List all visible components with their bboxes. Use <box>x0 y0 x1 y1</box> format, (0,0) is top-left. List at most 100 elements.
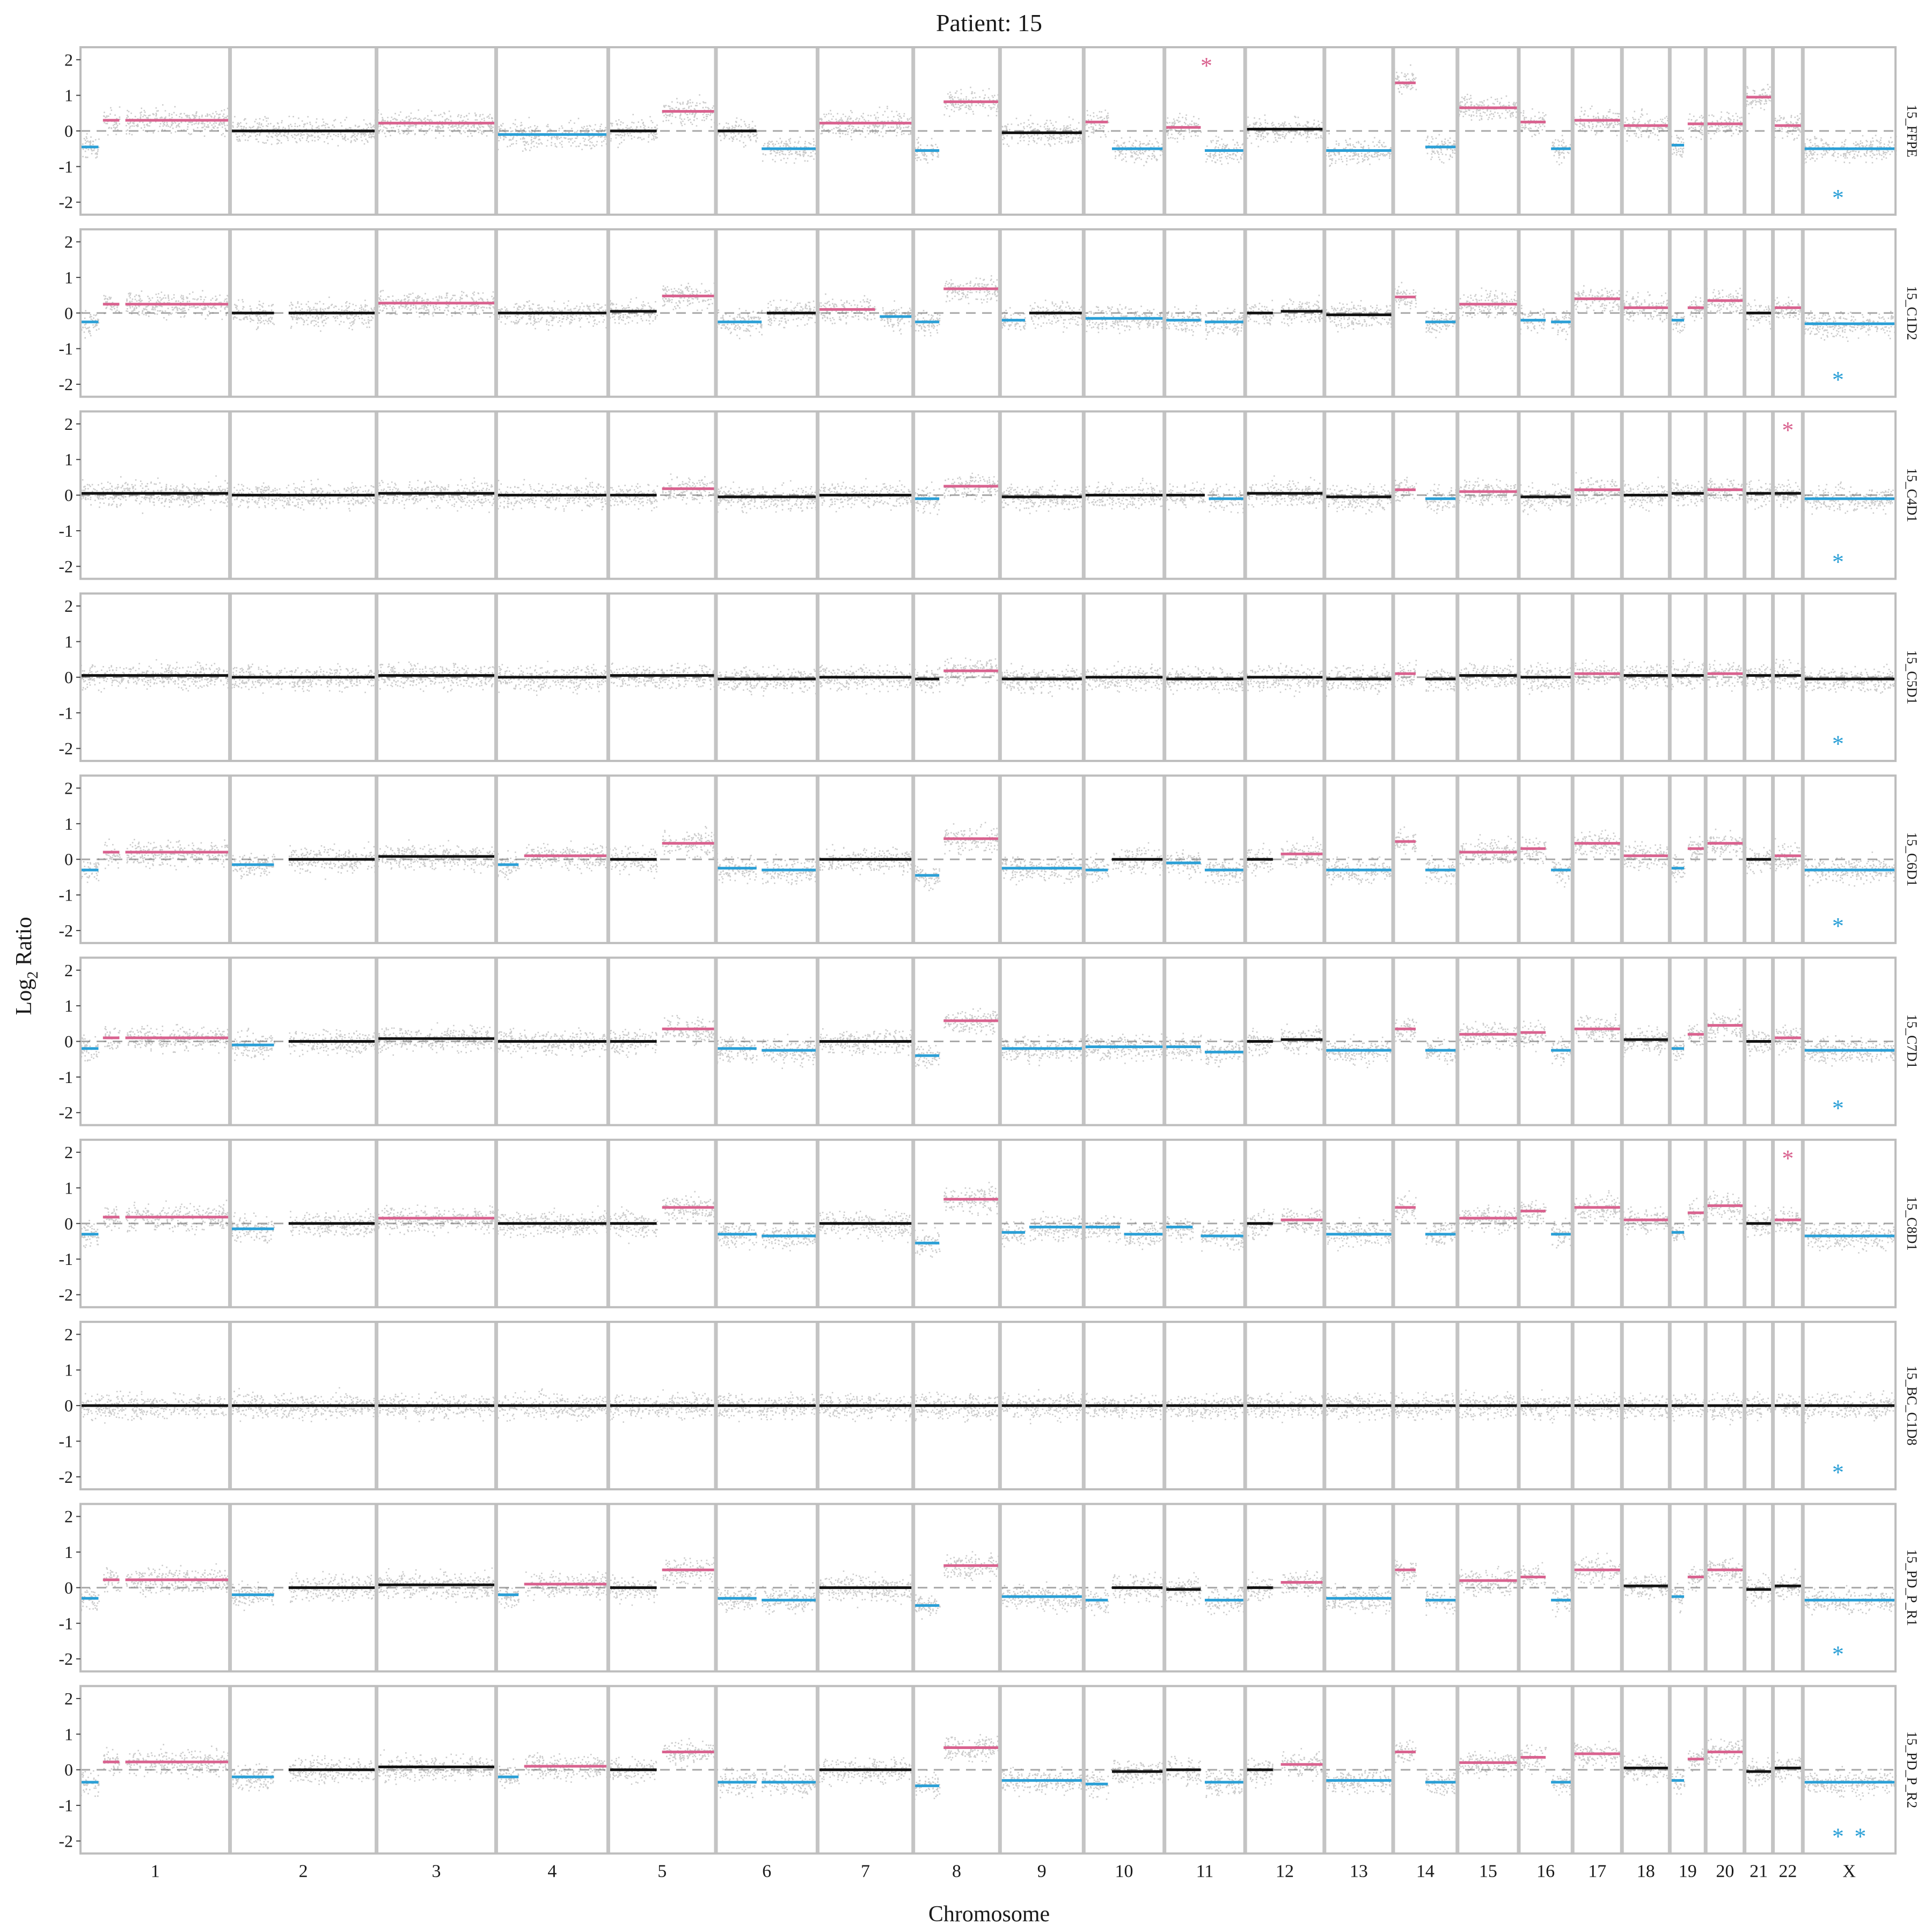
y-tick-label: 0 <box>64 1214 73 1233</box>
chromosome-tick-label: 5 <box>657 1862 667 1882</box>
sample-panel: * 2 1 0 -1 -2 15_C5D1 <box>58 592 1920 762</box>
y-tick-label: -2 <box>58 921 73 940</box>
probe-points <box>80 656 1896 697</box>
y-tick-label: -2 <box>58 1467 73 1487</box>
probe-point-cloud <box>80 822 1896 891</box>
sample-panel: * * 2 1 0 -1 -2 15_PD_P_R2 <box>58 1685 1920 1855</box>
chromosome-tick-label: 20 <box>1716 1862 1734 1882</box>
sample-panel: * 2 1 0 -1 -2 15_C1D2 <box>58 228 1920 398</box>
sample-panel: * 2 1 0 -1 -2 15_C7D1 <box>58 956 1920 1126</box>
sample-panel: * 2 1 0 -1 -2 15_C6D1 <box>58 774 1920 945</box>
probe-point-cloud <box>80 1008 1897 1069</box>
chromosome-tick-label: 4 <box>547 1862 557 1882</box>
y-tick-label: 2 <box>64 232 73 252</box>
y-tick-label: 2 <box>64 1143 73 1162</box>
sample-strip-label: 15_PD_P_R1 <box>1904 1549 1920 1626</box>
y-tick-label: -1 <box>58 1067 73 1087</box>
y-axis-label-subscript: 2 <box>25 971 41 979</box>
probe-points <box>80 822 1896 891</box>
sample-panel: * 2 1 0 -1 -2 15_C8D1 <box>58 1138 1920 1308</box>
y-tick-label: -1 <box>58 339 73 358</box>
y-tick-label: -2 <box>58 1831 73 1850</box>
sample-strip-label: 15_C7D1 <box>1904 1014 1920 1069</box>
chromosome-tick-label: 22 <box>1779 1862 1797 1882</box>
y-tick-label: 1 <box>64 1724 73 1744</box>
chromosome-tick-labels: 1 2 3 4 5 6 7 8 9 10 11 12 13 14 15 16 17 18 19 20 21 22 X <box>151 1862 1856 1882</box>
chromosome-tick-label: 21 <box>1750 1862 1768 1882</box>
y-tick-label: 0 <box>64 1578 73 1597</box>
sample-strip-label: 15_C6D1 <box>1904 832 1920 887</box>
sample-strip-label: 15_C8D1 <box>1904 1196 1920 1250</box>
y-tick-label: 2 <box>64 778 73 797</box>
sample-strip-label: 15_C5D1 <box>1904 650 1920 704</box>
sample-panel: * * 2 1 0 -1 -2 15_C4D1 <box>58 410 1920 580</box>
y-tick-label: -2 <box>58 375 73 394</box>
probe-points <box>80 472 1897 515</box>
probe-point-cloud <box>80 656 1896 697</box>
sample-strip-label: 15_PD_P_R2 <box>1904 1731 1920 1808</box>
significance-marker: * <box>1832 185 1844 211</box>
significance-marker: * <box>1201 53 1212 79</box>
chromosome-tick-label: 15 <box>1479 1862 1497 1882</box>
y-tick-label: -2 <box>58 1103 73 1122</box>
y-tick-label: 0 <box>64 850 73 869</box>
probe-points <box>80 1008 1897 1069</box>
y-tick-label: 0 <box>64 1032 73 1051</box>
y-tick-label: 1 <box>64 1542 73 1562</box>
y-axis-label-tail: Ratio <box>12 917 36 971</box>
y-tick-label: 0 <box>64 668 73 687</box>
chromosome-tick-label: 12 <box>1276 1862 1294 1882</box>
y-tick-label: 2 <box>64 596 73 616</box>
significance-marker: * <box>1832 731 1844 757</box>
y-tick-label: -2 <box>58 1285 73 1305</box>
y-tick-label: 0 <box>64 121 73 141</box>
y-tick-label: -1 <box>58 703 73 722</box>
chromosome-tick-label: 10 <box>1115 1862 1133 1882</box>
probe-point-cloud <box>82 64 1897 167</box>
chromosome-tick-label: 13 <box>1350 1862 1368 1882</box>
significance-marker: * <box>1782 417 1794 443</box>
significance-marker: * <box>1832 367 1844 393</box>
y-tick-label: 0 <box>64 1396 73 1415</box>
significance-marker: * <box>1832 1459 1844 1485</box>
chromosome-tick-label: 9 <box>1037 1862 1046 1882</box>
chromosome-tick-label: 8 <box>952 1862 961 1882</box>
significance-marker: * <box>1832 1641 1844 1667</box>
probe-points <box>80 1551 1896 1620</box>
probe-point-cloud <box>80 472 1897 515</box>
sample-strip-label: 15_BC_C1D8 <box>1904 1366 1920 1446</box>
chart-title: Patient: 15 <box>936 9 1042 36</box>
y-tick-label: 1 <box>64 996 73 1015</box>
y-tick-label: 2 <box>64 50 73 69</box>
significance-marker: * <box>1854 1823 1866 1849</box>
significance-marker: * <box>1832 1095 1844 1121</box>
y-tick-label: -1 <box>58 1431 73 1451</box>
significance-marker: * <box>1832 913 1844 939</box>
y-tick-label: 1 <box>64 268 73 287</box>
y-tick-label: 2 <box>64 1689 73 1708</box>
significance-marker: * <box>1832 1823 1844 1849</box>
chromosome-tick-label: X <box>1842 1862 1856 1882</box>
x-axis-label: Chromosome <box>928 1902 1050 1927</box>
y-tick-label: 1 <box>64 632 73 652</box>
sample-panels: * * 2 1 0 -1 -2 15_FFPE * 2 1 0 -1 -2 15_C1D2 * * 2 1 0 -1 -2… <box>58 46 1920 1855</box>
y-tick-label: -2 <box>58 1649 73 1668</box>
y-tick-label: -2 <box>58 557 73 576</box>
probe-point-cloud <box>80 1551 1896 1620</box>
y-tick-label: -1 <box>58 1796 73 1815</box>
chromosome-tick-label: 11 <box>1196 1862 1214 1882</box>
chromosome-tick-label: 17 <box>1588 1862 1606 1882</box>
sample-strip-label: 15_C1D2 <box>1904 286 1920 340</box>
y-tick-label: -2 <box>58 739 73 758</box>
sample-strip-label: 15_FFPE <box>1904 105 1920 157</box>
chromosome-tick-label: 3 <box>432 1862 441 1882</box>
y-tick-label: 1 <box>64 450 73 469</box>
y-tick-label: 1 <box>64 86 73 105</box>
y-tick-label: -1 <box>58 157 73 176</box>
probe-points <box>82 64 1897 167</box>
y-tick-label: -1 <box>58 521 73 540</box>
y-tick-label: 2 <box>64 1324 73 1344</box>
chromosome-tick-label: 1 <box>151 1862 160 1882</box>
sample-panel: * 2 1 0 -1 -2 15_PD_P_R1 <box>58 1503 1920 1673</box>
